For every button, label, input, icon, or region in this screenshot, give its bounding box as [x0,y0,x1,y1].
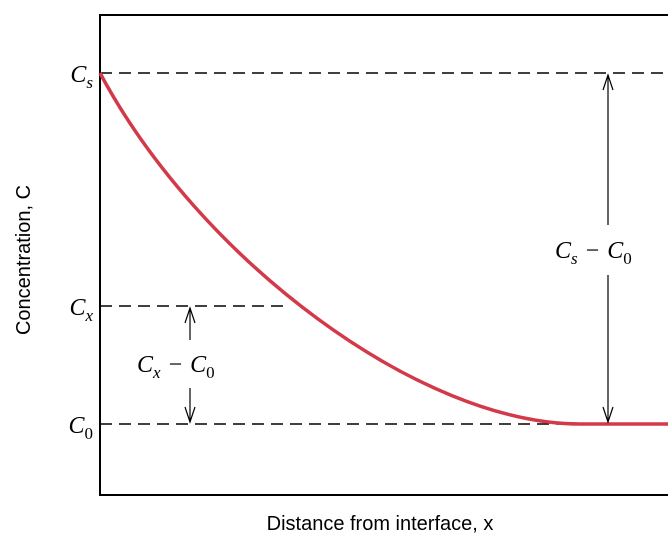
symbol: C [607,238,624,264]
subscript: 0 [206,363,215,382]
symbol: C [555,238,572,264]
subscript: 0 [85,424,94,443]
symbol: C [190,352,207,378]
difference-label: Cs − C0 [555,238,632,268]
subscript: x [152,363,161,382]
cs-c0-arrow [602,73,614,424]
operator: − [169,352,183,378]
level-label: C0 [68,413,93,443]
subscript: s [571,249,578,268]
subscript: 0 [623,249,632,268]
y-axis-label: Concentration, C [13,185,35,335]
subscript: s [86,73,93,92]
subscript: x [84,306,93,325]
plot-frame [99,14,668,496]
level-label: Cx [69,295,93,325]
x-axis-label: Distance from interface, x [267,513,494,535]
level-label: Cs [70,62,93,92]
symbol: C [68,413,85,439]
difference-label: Cx − C0 [137,352,215,382]
symbol: C [69,295,86,321]
concentration-curve [98,72,668,426]
symbol: C [137,352,154,378]
operator: − [586,238,600,264]
cx-c0-arrow [184,306,196,424]
symbol: C [70,62,87,88]
